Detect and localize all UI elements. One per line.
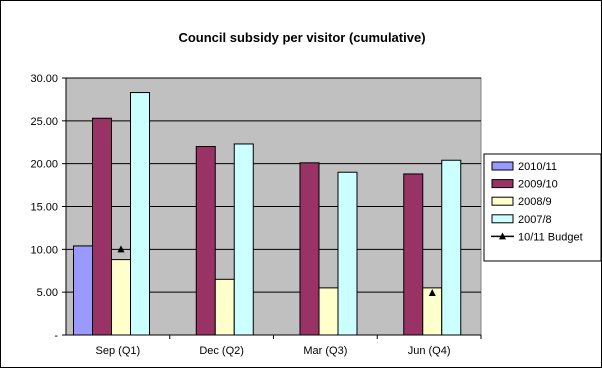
x-tick-label: Sep (Q1) bbox=[96, 345, 141, 357]
bar-2007/8 bbox=[441, 159, 462, 336]
x-tick-label: Mar (Q3) bbox=[303, 345, 347, 357]
legend-label-2008/9: 2008/9 bbox=[518, 196, 552, 208]
legend-swatch-2009/10 bbox=[491, 179, 514, 189]
legend bbox=[483, 153, 601, 262]
legend-swatch-2007/8 bbox=[491, 214, 514, 224]
legend-marker-10/11 Budget bbox=[499, 232, 506, 240]
bar-2008/9 bbox=[111, 259, 131, 336]
bar-2007/8 bbox=[337, 171, 358, 336]
y-tick-label: 20.00 bbox=[30, 159, 58, 171]
y-tick-label: - bbox=[54, 330, 58, 342]
legend-label-2009/10: 2009/10 bbox=[518, 179, 558, 191]
y-tick-label: 5.00 bbox=[37, 287, 58, 299]
bar-2009/10 bbox=[403, 173, 424, 336]
legend-label-2007/8: 2007/8 bbox=[518, 214, 552, 226]
bar-2008/9 bbox=[318, 287, 339, 336]
legend-swatch-2010/11 bbox=[491, 161, 514, 171]
marker-10/11 Budget bbox=[117, 245, 125, 253]
bar-2010/11 bbox=[73, 245, 93, 336]
bar-2009/10 bbox=[195, 146, 216, 336]
chart-title: Council subsidy per visitor (cumulative) bbox=[178, 30, 426, 45]
bar-2007/8 bbox=[130, 92, 150, 336]
y-tick-label: 30.00 bbox=[30, 73, 58, 85]
legend-swatch-2008/9 bbox=[491, 196, 514, 206]
y-tick-label: 15.00 bbox=[30, 202, 58, 214]
x-tick-label: Dec (Q2) bbox=[199, 345, 244, 357]
x-tick-label: Jun (Q4) bbox=[408, 345, 451, 357]
bar-2009/10 bbox=[92, 117, 112, 336]
bar-2008/9 bbox=[214, 278, 235, 336]
legend-label-2010/11: 2010/11 bbox=[518, 161, 557, 173]
y-tick-label: 25.00 bbox=[30, 116, 58, 128]
bar-2007/8 bbox=[233, 143, 254, 336]
marker-10/11 Budget bbox=[428, 289, 436, 297]
legend-label-10/11 Budget: 10/11 Budget bbox=[518, 231, 583, 243]
y-tick-label: 10.00 bbox=[30, 244, 58, 256]
bar-2009/10 bbox=[299, 162, 320, 336]
